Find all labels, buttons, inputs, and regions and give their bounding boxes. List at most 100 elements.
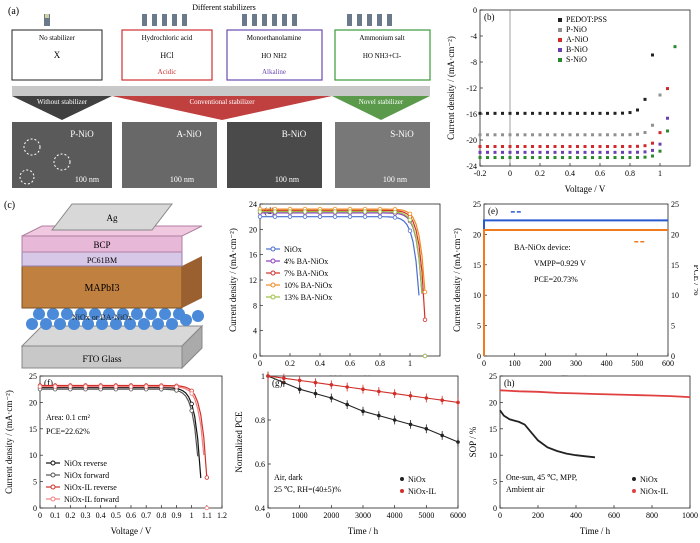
data-point [392, 215, 398, 220]
data-point [636, 144, 639, 148]
legend-marker [270, 246, 276, 252]
x-tick-label: 0 [482, 359, 486, 368]
data-point [501, 156, 504, 160]
arrow-label-novel: Novel stabilizer [359, 98, 404, 106]
data-point [651, 154, 654, 158]
data-point [392, 418, 397, 422]
series-line [260, 209, 426, 320]
series-line-pce [483, 228, 668, 356]
y-tick-label: 10 [29, 451, 37, 460]
data-point [113, 384, 119, 389]
data-point [538, 111, 542, 115]
y-tick-label: -12 [466, 84, 477, 93]
data-point [456, 400, 460, 405]
data-point [553, 150, 557, 154]
y-tick-label: -8 [470, 58, 477, 67]
x-tick-label: 500 [631, 359, 643, 368]
data-point [606, 111, 609, 115]
data-point [493, 150, 497, 154]
panel-b: -0.2 0 0.2 0.4 0.6 0.8 1 0 -4 -8 -12 -16 -20 -24 Volta… [444, 2, 698, 196]
panel-d: 00.20.40.60.8104812162024Voltage / VCurr… [226, 196, 448, 386]
legend-label: NiOx-IL forward [64, 495, 119, 504]
data-point [486, 150, 489, 154]
x-tick-label: 400 [570, 511, 582, 520]
x-tick-label: 0.9 [172, 511, 182, 520]
data-point [408, 422, 413, 427]
legend-label: NiOx-IL [408, 487, 436, 496]
data-point [272, 214, 278, 219]
data-point [598, 144, 602, 148]
data-point [516, 156, 519, 160]
data-point [478, 111, 482, 115]
x-tick-label: 0.6 [126, 511, 136, 520]
x-tick-label: 0.4 [96, 511, 106, 520]
sem-label: S-NiO [390, 129, 414, 139]
data-point [347, 214, 353, 219]
panel-f: 0 0.1 0.2 0.3 0.4 0.5 0.6 0.7 0.8 0.9 1 1.1 1.2 0 5 10 1… [2, 368, 230, 538]
data-point [583, 144, 587, 148]
x-tick-label: 1.2 [217, 511, 227, 520]
annotation: 25 ℃, RH=(40±5)% [274, 485, 341, 494]
data-point [501, 145, 504, 148]
data-point [478, 133, 482, 137]
x-tick-label: 0.8 [375, 359, 385, 368]
x-tick-label: 0.3 [81, 511, 91, 520]
data-point [313, 380, 318, 385]
y-tick-label: 25 [489, 372, 497, 381]
y-tick-label: 25 [473, 200, 481, 209]
stabilizer-box-none: No stabilizer X [11, 29, 103, 81]
device-stack: (c) FTO Glass NiOx or BA-NiOx MAPbI3 PC6… [4, 200, 204, 370]
legend-label: S-NiO [566, 55, 587, 64]
y-tick-label: 0.8 [255, 416, 265, 425]
y-tick-label: 25 [29, 372, 37, 381]
data-point [523, 150, 527, 154]
data-point [302, 214, 308, 219]
data-point [576, 145, 579, 148]
data-point [501, 133, 504, 137]
data-point [317, 209, 323, 214]
data-point [651, 53, 654, 57]
stabilizer-type: Alkaline [262, 68, 286, 76]
data-point [546, 156, 549, 160]
y-tick-label: 8 [253, 301, 257, 310]
plot-frame [479, 9, 691, 167]
y2-tick-label: 20 [671, 230, 679, 239]
sem-image-a: A-NiO 100 nm [122, 122, 217, 188]
data-point [174, 388, 179, 393]
series-line [499, 409, 596, 459]
data-point [37, 384, 43, 389]
data-point [204, 505, 210, 511]
y-tick-label: 0 [253, 352, 257, 361]
stabilizer-box-hcl: Hydrochloric acid HCl Acidic [121, 29, 213, 81]
y-axis-label: Current density / (mA·cm⁻²) [452, 228, 462, 332]
chart-g: 0 1000 2000 3000 4000 5000 6000 0.4 0.6 0.8 1 Time … [234, 371, 466, 536]
data-point [568, 150, 572, 154]
data-point [362, 214, 368, 219]
data-point [531, 156, 534, 160]
sem-label: P-NiO [70, 129, 94, 139]
legend-marker [400, 477, 404, 481]
x-tick-label: 1.1 [202, 511, 212, 520]
data-point [553, 133, 557, 137]
stabilizer-formula: HO NH3+Cl- [363, 52, 402, 60]
panel-a-letter: (a) [8, 6, 19, 17]
data-point [628, 144, 632, 148]
data-point [591, 133, 594, 137]
data-point [636, 132, 639, 136]
x-tick-label: 0.7 [141, 511, 151, 520]
data-point [257, 214, 263, 219]
data-point [636, 150, 639, 154]
data-point [392, 209, 398, 215]
data-point [508, 150, 512, 154]
y-tick-label: -20 [466, 136, 477, 145]
data-point [329, 396, 334, 400]
data-point [621, 133, 624, 137]
x-tick-label: 1000 [292, 511, 308, 520]
data-point [643, 155, 647, 159]
data-point [606, 150, 609, 154]
data-point [478, 156, 482, 160]
data-point [583, 156, 587, 160]
x-tick-label: 2000 [323, 511, 339, 520]
annotation: Air, dark [274, 473, 303, 482]
layer-label-ag: Ag [107, 213, 118, 223]
